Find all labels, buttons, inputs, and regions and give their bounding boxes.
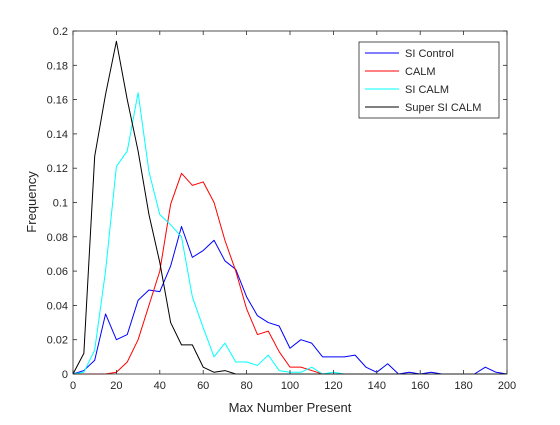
series-layer	[72, 40, 508, 375]
x-tick-label: 60	[197, 380, 209, 392]
y-axis-label: Frequency	[24, 171, 39, 233]
y-tick-label: 0.16	[47, 95, 68, 107]
legend-label-si-control: SI Control	[405, 48, 454, 60]
x-tick-label: 160	[411, 380, 429, 392]
y-tick-label: 0.06	[47, 266, 68, 278]
y-ticks: 0 0.02 0.04 0.06 0.08 0.1 0.12 0.14 0.16 0.18 0.2	[47, 26, 507, 381]
y-tick-label: 0.14	[47, 129, 68, 141]
x-tick-label: 20	[110, 380, 122, 392]
x-tick-label: 100	[281, 380, 299, 392]
x-tick-label: 200	[498, 380, 516, 392]
x-tick-label: 80	[240, 380, 252, 392]
series-line-si-calm	[72, 92, 507, 375]
y-tick-label: 0.02	[47, 335, 68, 347]
x-axis-label: Max Number Present	[229, 400, 352, 415]
series-line-si-control	[72, 226, 508, 375]
y-tick-label: 0.04	[47, 300, 68, 312]
y-tick-label: 0.08	[47, 232, 68, 244]
y-tick-label: 0.2	[53, 26, 68, 38]
legend: SI Control CALM SI CALM Super SI CALM	[358, 41, 500, 119]
x-ticks: 0 20 40 60 80 100 120 140 160 180 200	[70, 31, 516, 392]
legend-label-calm: CALM	[405, 66, 436, 78]
x-tick-label: 0	[70, 380, 76, 392]
y-tick-label: 0.18	[47, 60, 68, 72]
legend-label-si-calm: SI CALM	[405, 84, 449, 96]
x-tick-label: 140	[368, 380, 386, 392]
y-tick-label: 0.12	[47, 163, 68, 175]
y-tick-label: 0.1	[53, 198, 68, 210]
legend-label-super-si-calm: Super SI CALM	[405, 102, 481, 114]
x-tick-label: 40	[154, 380, 166, 392]
x-tick-label: 180	[454, 380, 472, 392]
series-line-super-si-calm	[72, 40, 507, 375]
legend-entries: SI Control CALM SI CALM Super SI CALM	[365, 48, 481, 114]
legend-box	[358, 41, 500, 119]
y-tick-label: 0	[62, 369, 68, 381]
x-tick-label: 120	[324, 380, 342, 392]
